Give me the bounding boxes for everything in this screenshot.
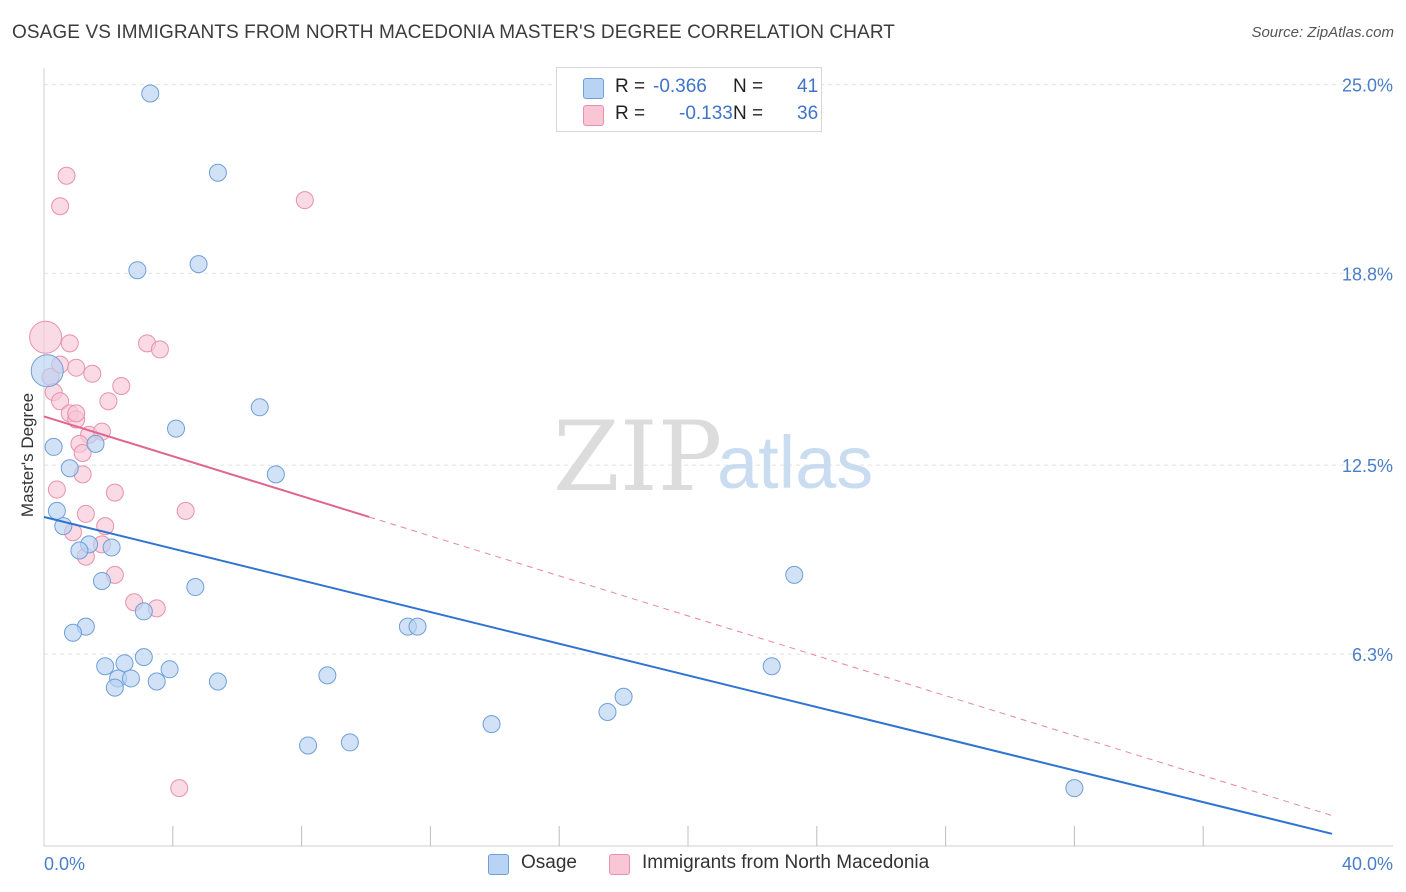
data-points	[29, 84, 1084, 798]
x-tick-max: 40.0%	[1342, 854, 1393, 874]
legend-r-label: R =	[615, 103, 646, 124]
osage-point	[250, 398, 269, 417]
macedonia-point	[67, 358, 86, 377]
trend-lines	[43, 415, 1333, 835]
macedonia-point	[83, 364, 102, 383]
osage-point	[134, 648, 153, 667]
osage-point	[266, 465, 285, 484]
osage-point	[160, 660, 179, 679]
osage-point	[30, 354, 64, 388]
y-tick-labels: 6.3% 12.5% 18.8% 25.0%	[1342, 75, 1393, 665]
legend-item-macedonia: Immigrants from North Macedonia	[609, 852, 969, 878]
legend-n-label: N =	[733, 76, 764, 97]
macedonia-point	[47, 480, 66, 499]
legend-r-label: R =	[615, 76, 646, 97]
macedonia-point	[57, 166, 76, 185]
macedonia-point	[176, 501, 195, 520]
macedonia-point	[105, 483, 124, 502]
osage-point	[186, 578, 205, 597]
osage-legend-label: Osage	[521, 852, 577, 873]
osage-point	[63, 623, 82, 642]
macedonia-point	[170, 779, 189, 798]
osage-point	[598, 702, 617, 721]
osage-swatch	[583, 78, 604, 99]
legend-n-value: 41	[797, 76, 819, 97]
osage-point	[189, 255, 208, 274]
osage-point	[92, 571, 111, 590]
osage-point	[762, 657, 781, 676]
osage-point	[141, 84, 160, 103]
source-label: Source: ZipAtlas.com	[1251, 24, 1394, 41]
macedonia-legend-swatch	[609, 854, 630, 875]
osage-point	[128, 261, 147, 280]
y-tick-label: 12.5%	[1342, 456, 1393, 476]
legend-r-value: -0.133	[679, 103, 733, 124]
osage-point	[208, 672, 227, 691]
osage-legend-swatch	[488, 854, 509, 875]
osage-point	[105, 678, 124, 697]
macedonia-point	[29, 320, 63, 354]
legend-n-label: N =	[733, 103, 764, 124]
osage-point	[96, 657, 115, 676]
osage-point	[208, 163, 227, 182]
osage-point	[121, 669, 140, 688]
osage-point	[134, 602, 153, 621]
macedonia-point	[150, 340, 169, 359]
macedonia-legend-label: Immigrants from North Macedonia	[642, 852, 930, 873]
osage-point	[482, 715, 501, 734]
watermark-atlas: atlas	[717, 421, 873, 504]
x-tick-min: 0.0%	[44, 854, 85, 874]
osage-point	[147, 672, 166, 691]
osage-point	[785, 565, 804, 584]
y-axis-label: Master's Degree	[18, 393, 37, 517]
y-tick-label: 18.8%	[1342, 264, 1393, 284]
y-tick-label: 6.3%	[1352, 645, 1393, 665]
osage-point	[167, 419, 186, 438]
legend-n-value: 36	[797, 103, 819, 124]
watermark-zip: ZIP	[553, 401, 722, 513]
osage-point	[102, 538, 121, 557]
axes	[43, 68, 1393, 847]
y-tick-label: 25.0%	[1342, 75, 1393, 95]
osage-trend-line	[43, 516, 1333, 835]
correlation-legend: R = -0.366 N = 41 R = -0.133 N = 36	[556, 67, 822, 132]
osage-point	[60, 459, 79, 478]
macedonia-point	[99, 392, 118, 411]
macedonia-trend-line	[43, 415, 370, 518]
macedonia-trend-extension	[369, 516, 1333, 817]
osage-point	[70, 541, 89, 560]
macedonia-point	[51, 392, 70, 411]
chart-title: OSAGE VS IMMIGRANTS FROM NORTH MACEDONIA…	[12, 22, 896, 43]
macedonia-point	[67, 404, 86, 423]
macedonia-point	[51, 197, 70, 216]
osage-point	[408, 617, 427, 636]
osage-point	[318, 666, 337, 685]
macedonia-point	[295, 191, 314, 210]
osage-point	[614, 687, 633, 706]
macedonia-swatch	[583, 105, 604, 126]
macedonia-point	[76, 504, 95, 523]
macedonia-point	[112, 376, 131, 395]
macedonia-point	[73, 444, 92, 462]
osage-point	[86, 434, 105, 453]
gridlines	[44, 83, 1393, 655]
osage-point	[44, 437, 63, 456]
osage-point	[340, 733, 359, 752]
osage-point	[1065, 779, 1084, 798]
legend-r-value: -0.366	[653, 76, 707, 97]
osage-point	[299, 736, 318, 755]
macedonia-point	[60, 334, 79, 353]
osage-point	[47, 501, 66, 520]
osage-point	[115, 654, 134, 673]
